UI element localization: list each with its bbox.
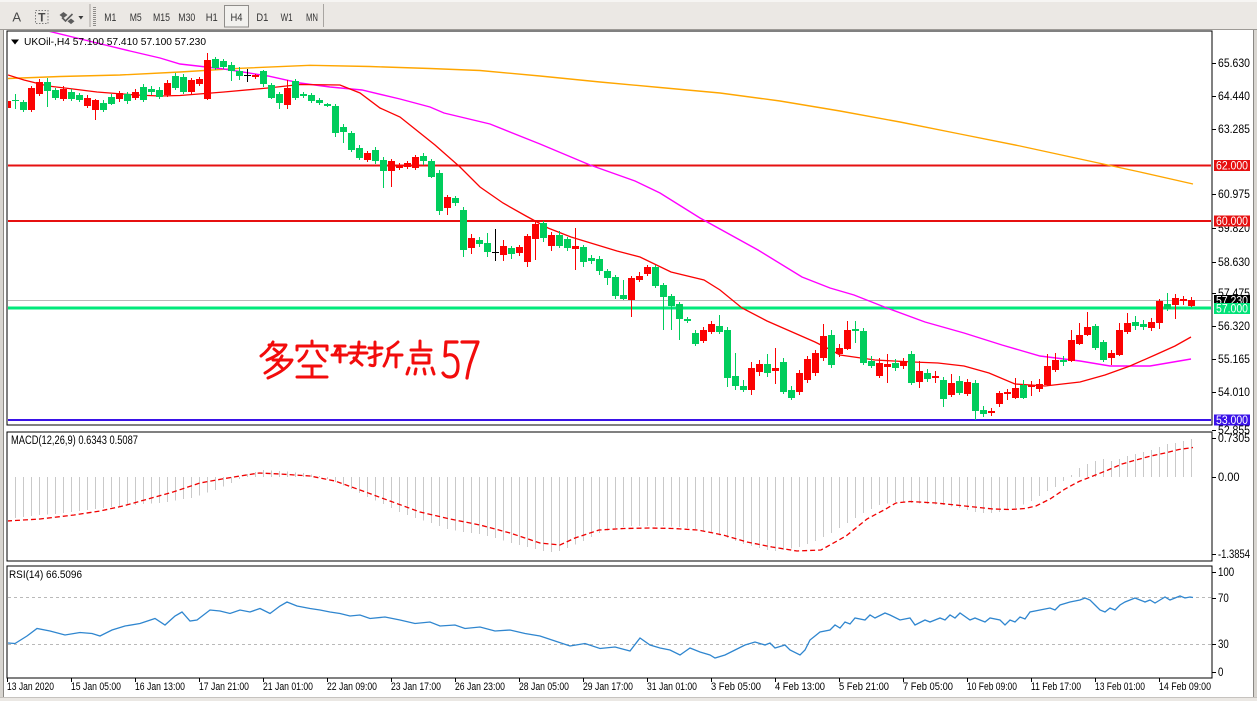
svg-text:4 Feb 13:00: 4 Feb 13:00 bbox=[775, 681, 825, 693]
svg-text:62.000: 62.000 bbox=[1216, 161, 1248, 173]
svg-text:29 Jan 17:00: 29 Jan 17:00 bbox=[583, 681, 633, 693]
svg-text:W1: W1 bbox=[281, 12, 293, 24]
svg-text:53.000: 53.000 bbox=[1216, 415, 1248, 427]
svg-text:0.00: 0.00 bbox=[1218, 472, 1240, 484]
svg-text:58.630: 58.630 bbox=[1218, 257, 1250, 269]
svg-text:-1.3854: -1.3854 bbox=[1218, 549, 1250, 561]
svg-text:16 Jan 13:00: 16 Jan 13:00 bbox=[135, 681, 185, 693]
svg-text:A: A bbox=[12, 10, 21, 25]
svg-text:64.440: 64.440 bbox=[1218, 91, 1250, 103]
svg-text:D1: D1 bbox=[256, 12, 268, 24]
svg-text:13 Jan 2020: 13 Jan 2020 bbox=[7, 681, 54, 693]
svg-text:H1: H1 bbox=[206, 12, 218, 24]
svg-text:54.010: 54.010 bbox=[1218, 387, 1250, 399]
svg-text:30: 30 bbox=[1218, 639, 1229, 651]
svg-text:55.165: 55.165 bbox=[1218, 354, 1250, 366]
svg-text:MN: MN bbox=[306, 12, 318, 24]
svg-text:RSI(14) 66.5096: RSI(14) 66.5096 bbox=[9, 569, 82, 581]
svg-text:15 Jan 05:00: 15 Jan 05:00 bbox=[71, 681, 121, 693]
svg-text:T: T bbox=[38, 11, 46, 25]
svg-text:70: 70 bbox=[1218, 593, 1229, 605]
svg-text:0: 0 bbox=[1218, 667, 1223, 679]
svg-text:13 Feb 01:00: 13 Feb 01:00 bbox=[1095, 681, 1145, 693]
svg-text:60.975: 60.975 bbox=[1218, 189, 1250, 201]
svg-text:60.000: 60.000 bbox=[1216, 216, 1248, 228]
svg-text:11 Feb 17:00: 11 Feb 17:00 bbox=[1031, 681, 1081, 693]
svg-text:M5: M5 bbox=[130, 12, 142, 24]
svg-text:H4: H4 bbox=[231, 12, 243, 24]
svg-text:10 Feb 09:00: 10 Feb 09:00 bbox=[967, 681, 1017, 693]
svg-text:26 Jan 23:00: 26 Jan 23:00 bbox=[455, 681, 505, 693]
svg-text:M30: M30 bbox=[178, 12, 195, 24]
svg-text:3 Feb 05:00: 3 Feb 05:00 bbox=[711, 681, 761, 693]
svg-text:14 Feb 09:00: 14 Feb 09:00 bbox=[1159, 681, 1211, 693]
svg-text:56.320: 56.320 bbox=[1218, 321, 1250, 333]
svg-text:M1: M1 bbox=[104, 12, 116, 24]
svg-text:MACD(12,26,9) 0.6343 0.5087: MACD(12,26,9) 0.6343 0.5087 bbox=[11, 435, 138, 447]
svg-text:28 Jan 05:00: 28 Jan 05:00 bbox=[519, 681, 569, 693]
svg-text:65.630: 65.630 bbox=[1218, 58, 1250, 70]
svg-text:63.285: 63.285 bbox=[1218, 124, 1250, 136]
svg-text:23 Jan 17:00: 23 Jan 17:00 bbox=[391, 681, 441, 693]
svg-text:7 Feb 05:00: 7 Feb 05:00 bbox=[903, 681, 953, 693]
svg-text:31 Jan 01:00: 31 Jan 01:00 bbox=[647, 681, 697, 693]
svg-text:M15: M15 bbox=[153, 12, 170, 24]
svg-text:UKOil-,H4 57.100 57.410 57.10: UKOil-,H4 57.100 57.410 57.100 57.230 bbox=[24, 36, 206, 48]
svg-text:5 Feb 21:00: 5 Feb 21:00 bbox=[839, 681, 889, 693]
svg-text:21 Jan 01:00: 21 Jan 01:00 bbox=[263, 681, 313, 693]
svg-text:0.7305: 0.7305 bbox=[1218, 433, 1250, 445]
svg-text:100: 100 bbox=[1218, 567, 1234, 579]
svg-text:52.855: 52.855 bbox=[1218, 425, 1250, 437]
svg-text:22 Jan 09:00: 22 Jan 09:00 bbox=[327, 681, 377, 693]
svg-text:57.000: 57.000 bbox=[1216, 304, 1248, 316]
svg-text:17 Jan 21:00: 17 Jan 21:00 bbox=[199, 681, 249, 693]
